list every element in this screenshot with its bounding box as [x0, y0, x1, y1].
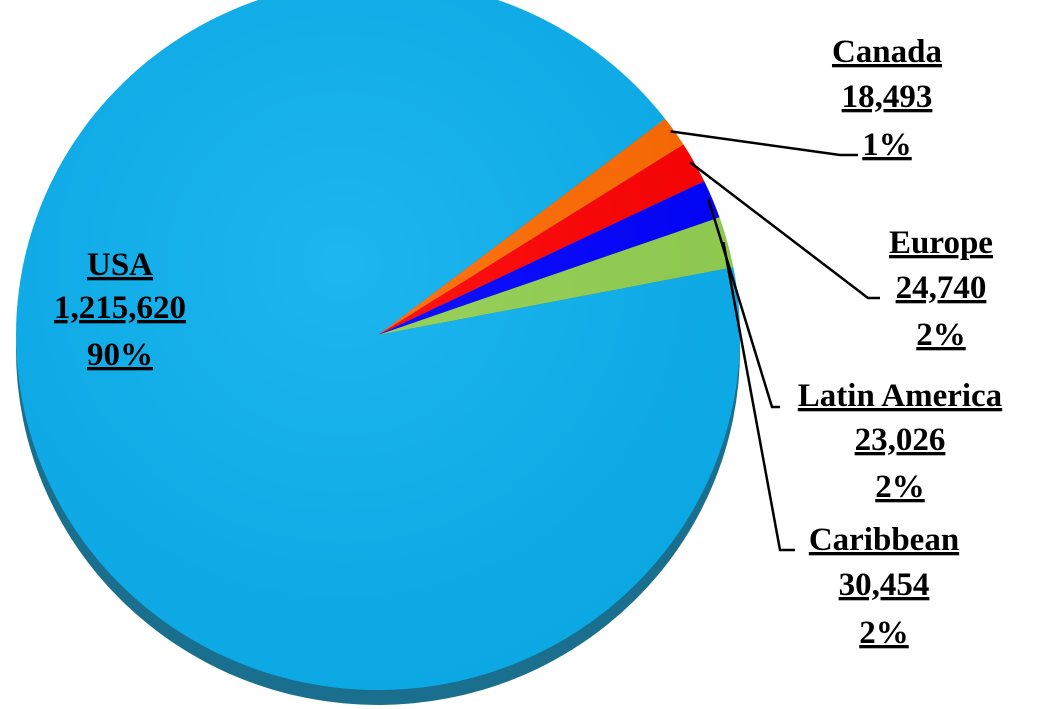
leader-line — [670, 130, 858, 157]
category-label: Latin America — [798, 378, 1002, 414]
category-label: Canada — [832, 34, 942, 70]
percent-label: 90% — [87, 337, 153, 373]
leader-line — [722, 241, 795, 552]
value-label: 1,215,620 — [54, 290, 186, 326]
leader-line — [707, 198, 780, 409]
percent-label: 1% — [862, 127, 912, 163]
category-label: Europe — [889, 225, 993, 261]
percent-label: 2% — [875, 469, 925, 505]
value-label: 30,454 — [839, 567, 930, 603]
value-label: 18,493 — [842, 79, 933, 115]
category-label: Caribbean — [809, 522, 959, 558]
percent-label: 2% — [916, 317, 966, 353]
percent-label: 2% — [859, 615, 909, 651]
value-label: 24,740 — [896, 270, 987, 306]
pie-shine — [16, 0, 740, 690]
value-label: 23,026 — [855, 422, 946, 458]
category-label: USA — [87, 247, 153, 283]
leader-line — [689, 161, 880, 300]
